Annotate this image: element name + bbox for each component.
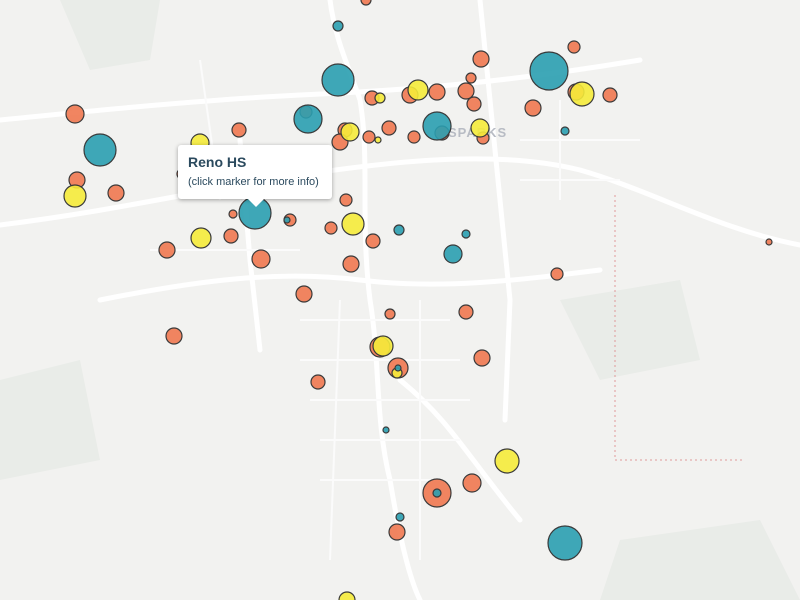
school-marker[interactable] [374, 136, 382, 144]
school-marker[interactable] [547, 525, 583, 561]
school-marker[interactable] [228, 209, 238, 219]
school-marker[interactable] [395, 512, 405, 522]
school-marker[interactable] [472, 50, 490, 68]
school-marker[interactable] [65, 104, 85, 124]
school-marker[interactable] [332, 20, 344, 32]
school-marker[interactable] [158, 241, 176, 259]
school-marker[interactable] [524, 99, 542, 117]
county-line [614, 195, 745, 461]
school-marker[interactable] [310, 374, 326, 390]
school-marker[interactable] [341, 212, 365, 236]
school-marker[interactable] [362, 130, 376, 144]
tooltip: Reno HS (click marker for more info) [178, 145, 332, 207]
school-marker[interactable] [382, 426, 390, 434]
school-marker[interactable] [83, 133, 117, 167]
school-marker[interactable] [529, 51, 569, 91]
school-marker[interactable] [462, 473, 482, 493]
school-marker[interactable] [422, 111, 452, 141]
school-marker[interactable] [339, 193, 353, 207]
school-marker[interactable] [338, 591, 356, 600]
school-marker[interactable] [388, 523, 406, 541]
school-marker[interactable] [602, 87, 618, 103]
school-marker[interactable] [765, 238, 773, 246]
school-marker[interactable] [465, 72, 477, 84]
school-marker[interactable] [567, 40, 581, 54]
school-marker[interactable] [432, 488, 442, 498]
school-marker[interactable] [223, 228, 239, 244]
school-marker[interactable] [461, 229, 471, 239]
school-marker[interactable] [374, 92, 386, 104]
school-marker[interactable] [494, 448, 520, 474]
school-marker[interactable] [407, 130, 421, 144]
school-marker[interactable] [470, 118, 490, 138]
school-marker[interactable] [372, 335, 394, 357]
school-marker[interactable] [365, 233, 381, 249]
school-marker[interactable] [190, 227, 212, 249]
school-marker[interactable] [569, 81, 595, 107]
school-marker[interactable] [340, 122, 360, 142]
school-marker[interactable] [443, 244, 463, 264]
school-marker[interactable] [428, 83, 446, 101]
markers [63, 0, 773, 600]
school-marker[interactable] [381, 120, 397, 136]
school-marker[interactable] [342, 255, 360, 273]
school-marker[interactable] [473, 349, 491, 367]
school-marker[interactable] [550, 267, 564, 281]
minor-roads [150, 59, 640, 561]
school-marker[interactable] [165, 327, 183, 345]
school-marker[interactable] [393, 224, 405, 236]
school-marker[interactable] [295, 285, 313, 303]
tooltip-hint: (click marker for more info) [188, 176, 319, 188]
school-marker[interactable] [293, 104, 323, 134]
school-marker[interactable] [360, 0, 372, 6]
school-marker[interactable] [321, 63, 355, 97]
school-marker[interactable] [394, 364, 402, 372]
school-marker[interactable] [457, 82, 475, 100]
school-marker[interactable] [107, 184, 125, 202]
tooltip-title: Reno HS [188, 154, 247, 170]
school-marker[interactable] [231, 122, 247, 138]
school-marker[interactable] [407, 79, 429, 101]
school-marker[interactable] [324, 221, 338, 235]
school-marker[interactable] [458, 304, 474, 320]
school-marker[interactable] [466, 96, 482, 112]
school-marker[interactable] [283, 216, 291, 224]
school-marker[interactable] [560, 126, 570, 136]
school-marker[interactable] [251, 249, 271, 269]
school-marker[interactable] [63, 184, 87, 208]
school-marker[interactable] [384, 308, 396, 320]
